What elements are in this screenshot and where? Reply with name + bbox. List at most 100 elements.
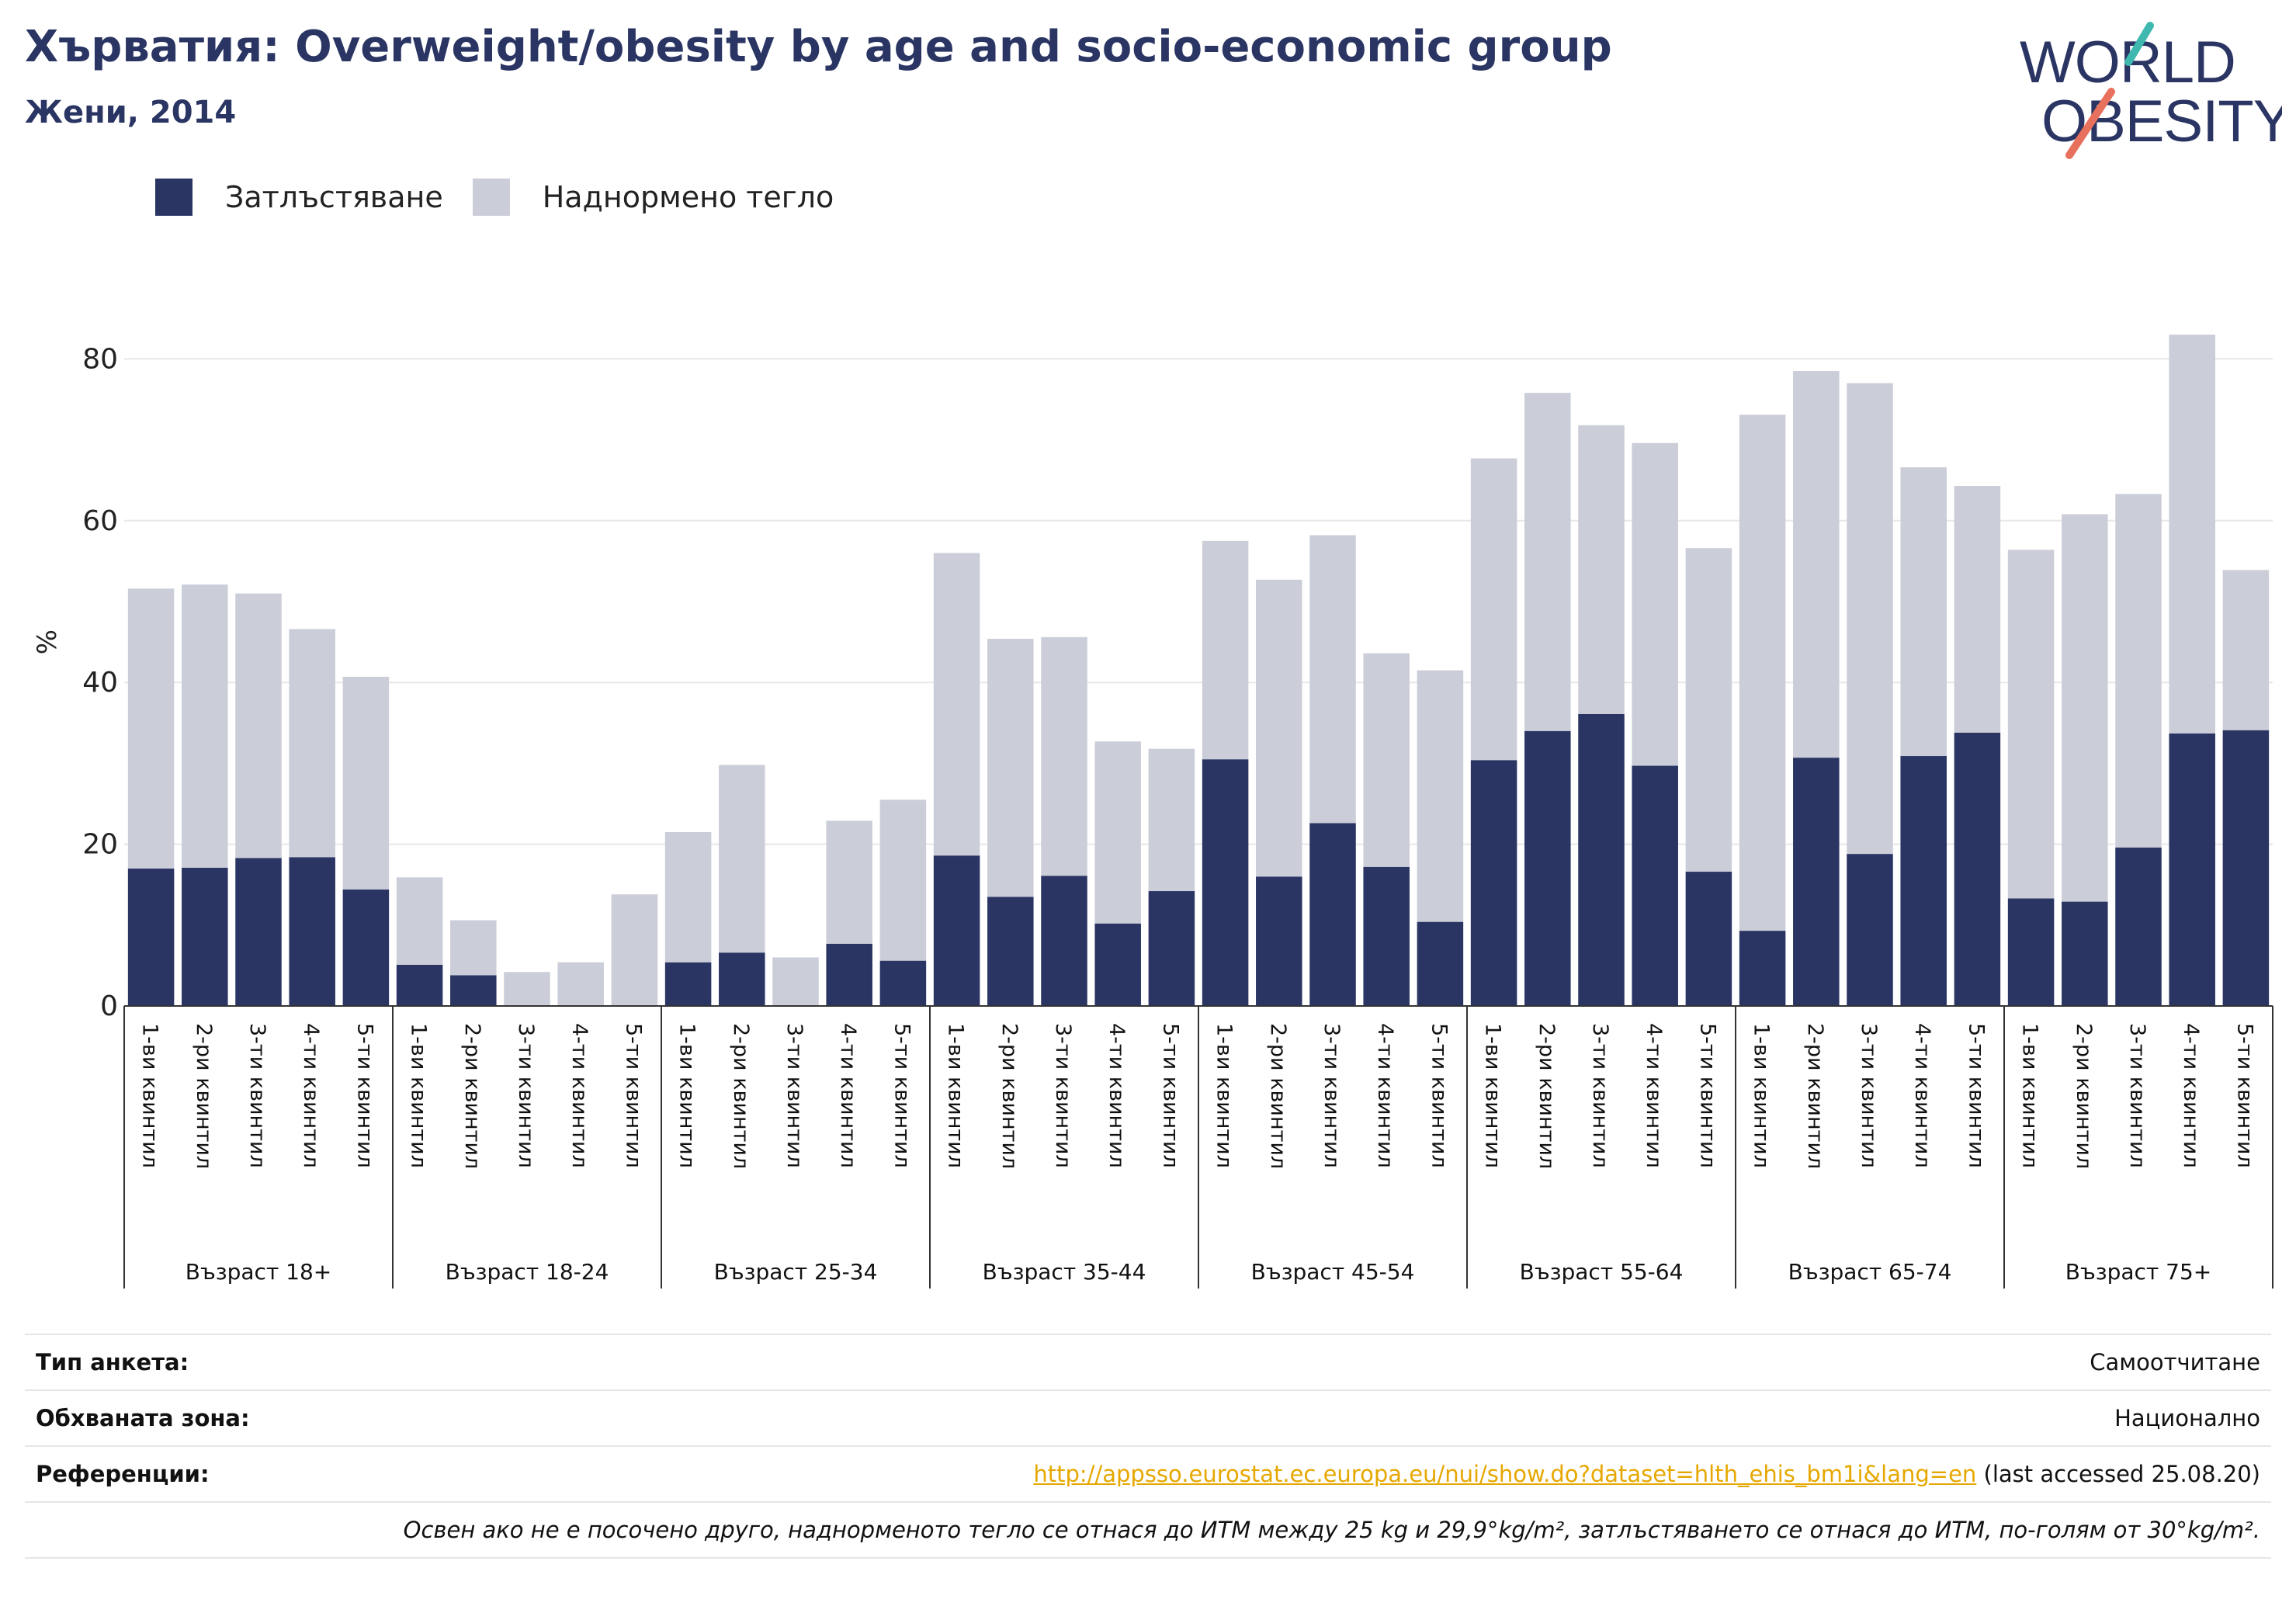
x-tick-label: 2-ри квинтил	[729, 1023, 753, 1169]
y-tick-label: 80	[82, 343, 118, 375]
bar-obesity	[1256, 876, 1302, 1006]
bar-obesity	[1041, 876, 1087, 1006]
info-row-references: Референции: http://appsso.eurostat.ec.eu…	[25, 1445, 2271, 1501]
x-tick-label: 2-ри квинтил	[1266, 1023, 1290, 1169]
x-tick-label: 5-ти квинтил	[2232, 1023, 2256, 1168]
coverage-area-label: Обхваната зона:	[36, 1405, 250, 1431]
x-tick-label: 4-ти квинтил	[836, 1023, 860, 1168]
x-tick-label: 3-ти квинтил	[1320, 1023, 1344, 1168]
bar-obesity	[235, 858, 282, 1006]
bar-overweight	[664, 831, 712, 963]
legend-item-overweight[interactable]: Наднормено тегло	[472, 179, 834, 216]
bar-obesity	[1954, 732, 2001, 1006]
y-tick-label: 40	[82, 667, 118, 699]
bar-overweight	[1524, 393, 1571, 731]
bar-obesity	[1094, 923, 1141, 1006]
bar-obesity	[127, 868, 175, 1006]
x-tick-label: 5-ти квинтил	[1964, 1023, 1988, 1168]
bar-overweight	[342, 676, 390, 890]
bar-obesity	[2115, 847, 2162, 1006]
bar-overweight	[1578, 425, 1625, 714]
info-row-note: Освен ако не е посочено друго, наднормен…	[25, 1501, 2271, 1559]
x-tick-label: 3-ти квинтил	[782, 1023, 806, 1168]
bar-obesity	[2007, 898, 2055, 1006]
bar-overweight	[1793, 371, 1840, 758]
bar-overweight	[1417, 670, 1464, 922]
reference-link[interactable]: http://appsso.eurostat.ec.europa.eu/nui/…	[1033, 1461, 1977, 1487]
bar-obesity	[719, 952, 765, 1006]
bar-obesity	[987, 897, 1034, 1006]
bar-obesity	[1578, 713, 1625, 1006]
bar-overweight	[1685, 548, 1732, 872]
x-tick-label: 3-ти квинтил	[1857, 1023, 1881, 1168]
x-tick-label: 4-ти квинтил	[1373, 1023, 1397, 1168]
bar-obesity	[1363, 866, 1410, 1006]
x-tick-label: 2-ри квинтил	[997, 1023, 1021, 1169]
bar-overweight	[1363, 653, 1410, 867]
bar-overweight	[396, 877, 443, 965]
bar-obesity	[1417, 921, 1464, 1006]
x-tick-label: 3-ти квинтил	[1588, 1023, 1612, 1168]
x-tick-label: 1-ви квинтил	[138, 1023, 162, 1168]
legend-swatch-obesity	[155, 179, 192, 216]
bar-overweight	[987, 638, 1034, 897]
x-tick-label: 3-ти квинтил	[514, 1023, 538, 1168]
bar-obesity	[182, 867, 228, 1006]
world-obesity-logo: WORLD OBESITY	[2020, 22, 2282, 159]
x-tick-label: 5-ти квинтил	[1427, 1023, 1451, 1168]
y-axis-label: %	[32, 630, 63, 654]
x-tick-label: 5-ти квинтил	[890, 1023, 914, 1168]
x-tick-label: 1-ви квинтил	[1750, 1023, 1774, 1168]
x-tick-label: 2-ри квинтил	[1803, 1023, 1827, 1169]
bar-obesity	[1900, 756, 1947, 1006]
bar-obesity	[1202, 759, 1249, 1006]
x-tick-label: 2-ри квинтил	[460, 1023, 484, 1169]
page-subtitle: Жени, 2014	[25, 95, 237, 130]
bar-overweight	[182, 584, 228, 868]
bar-overweight	[235, 593, 282, 858]
logo-slash-teal	[2124, 22, 2154, 66]
bar-overweight	[1202, 540, 1249, 760]
bar-obesity	[2169, 733, 2215, 1006]
bar-obesity	[879, 960, 927, 1006]
group-label: Възраст 45-54	[1251, 1259, 1415, 1285]
bar-obesity	[2062, 901, 2108, 1006]
bar-overweight	[611, 894, 658, 1006]
legend-item-obesity[interactable]: Затлъстяване	[155, 179, 443, 216]
info-row-area: Обхваната зона: Национално	[25, 1389, 2271, 1445]
chart-legend: Затлъстяване Наднормено тегло	[155, 179, 863, 216]
info-row-survey: Тип анкета: Самоотчитане	[25, 1334, 2271, 1389]
bar-obesity	[1470, 760, 1517, 1006]
bar-overweight	[933, 553, 980, 856]
x-tick-label: 3-ти квинтил	[1051, 1023, 1075, 1168]
group-label: Възраст 18-24	[446, 1259, 609, 1285]
references-label: Референции:	[36, 1461, 210, 1487]
bar-overweight	[2169, 335, 2215, 734]
x-tick-label: 4-ти квинтил	[567, 1023, 591, 1168]
bar-overweight	[1041, 636, 1087, 876]
bar-overweight	[1739, 414, 1786, 931]
y-tick-label: 20	[82, 829, 118, 861]
page-title: Хърватия: Overweight/obesity by age and …	[25, 22, 1612, 72]
bar-overweight	[826, 820, 872, 944]
bar-obesity	[450, 975, 497, 1006]
x-tick-label: 4-ти квинтил	[299, 1023, 323, 1168]
bar-obesity	[933, 855, 980, 1006]
survey-type-value: Самоотчитане	[2090, 1349, 2260, 1375]
bar-obesity	[1632, 765, 1678, 1006]
x-tick-label: 3-ти квинтил	[2125, 1023, 2149, 1168]
group-label: Възраст 65-74	[1788, 1259, 1952, 1285]
y-tick-label: 0	[100, 990, 118, 1022]
bar-overweight	[772, 957, 819, 1006]
coverage-area-value: Национално	[2114, 1405, 2260, 1431]
group-label: Възраст 35-44	[983, 1259, 1146, 1285]
bar-overweight	[1470, 458, 1517, 761]
bar-obesity	[1793, 758, 1840, 1006]
x-tick-label: 1-ви квинтил	[407, 1023, 431, 1168]
bar-overweight	[504, 972, 550, 1006]
bar-obesity	[664, 962, 712, 1006]
x-tick-label: 4-ти квинтил	[2179, 1023, 2203, 1168]
bar-obesity	[826, 943, 872, 1006]
bar-obesity	[1739, 931, 1786, 1006]
bar-overweight	[1632, 442, 1678, 766]
